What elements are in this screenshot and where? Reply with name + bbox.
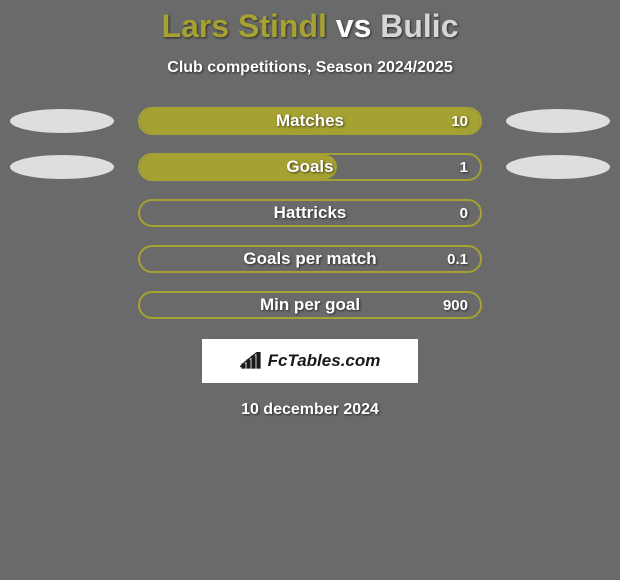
stat-bar: Goals per match0.1 <box>138 245 482 273</box>
left-ellipse <box>10 109 114 133</box>
brand-text: FcTables.com <box>268 351 381 371</box>
comparison-chart: Lars Stindl vs Bulic Club competitions, … <box>0 0 620 580</box>
stats-area: Matches10 Goals1 Hattricks0 Goals per match… <box>0 107 620 319</box>
right-ellipse <box>506 155 610 179</box>
page-title: Lars Stindl vs Bulic <box>0 0 620 45</box>
stat-row: Hattricks0 <box>0 199 620 227</box>
vs-text: vs <box>327 8 380 44</box>
stat-bar: Hattricks0 <box>138 199 482 227</box>
brand-box: FcTables.com <box>202 339 418 383</box>
stat-row: Matches10 <box>0 107 620 135</box>
stat-row: Goals per match0.1 <box>0 245 620 273</box>
stat-value: 900 <box>443 293 468 317</box>
right-ellipse <box>506 109 610 133</box>
stat-row: Min per goal900 <box>0 291 620 319</box>
subtitle-text: Club competitions, Season 2024/2025 <box>0 59 620 77</box>
stat-label: Goals per match <box>140 247 480 271</box>
stat-label: Min per goal <box>140 293 480 317</box>
stat-label: Hattricks <box>140 201 480 225</box>
stat-bar-fill <box>140 109 480 133</box>
stat-row: Goals1 <box>0 153 620 181</box>
date-text: 10 december 2024 <box>0 401 620 419</box>
left-ellipse <box>10 155 114 179</box>
stat-bar: Goals1 <box>138 153 482 181</box>
stat-bar: Matches10 <box>138 107 482 135</box>
player2-name: Bulic <box>380 8 458 44</box>
stat-value: 0.1 <box>447 247 468 271</box>
stat-value: 0 <box>460 201 468 225</box>
bar-chart-icon <box>240 352 262 370</box>
stat-value: 1 <box>460 155 468 179</box>
player1-name: Lars Stindl <box>162 8 327 44</box>
stat-bar-fill <box>140 155 337 179</box>
stat-bar: Min per goal900 <box>138 291 482 319</box>
